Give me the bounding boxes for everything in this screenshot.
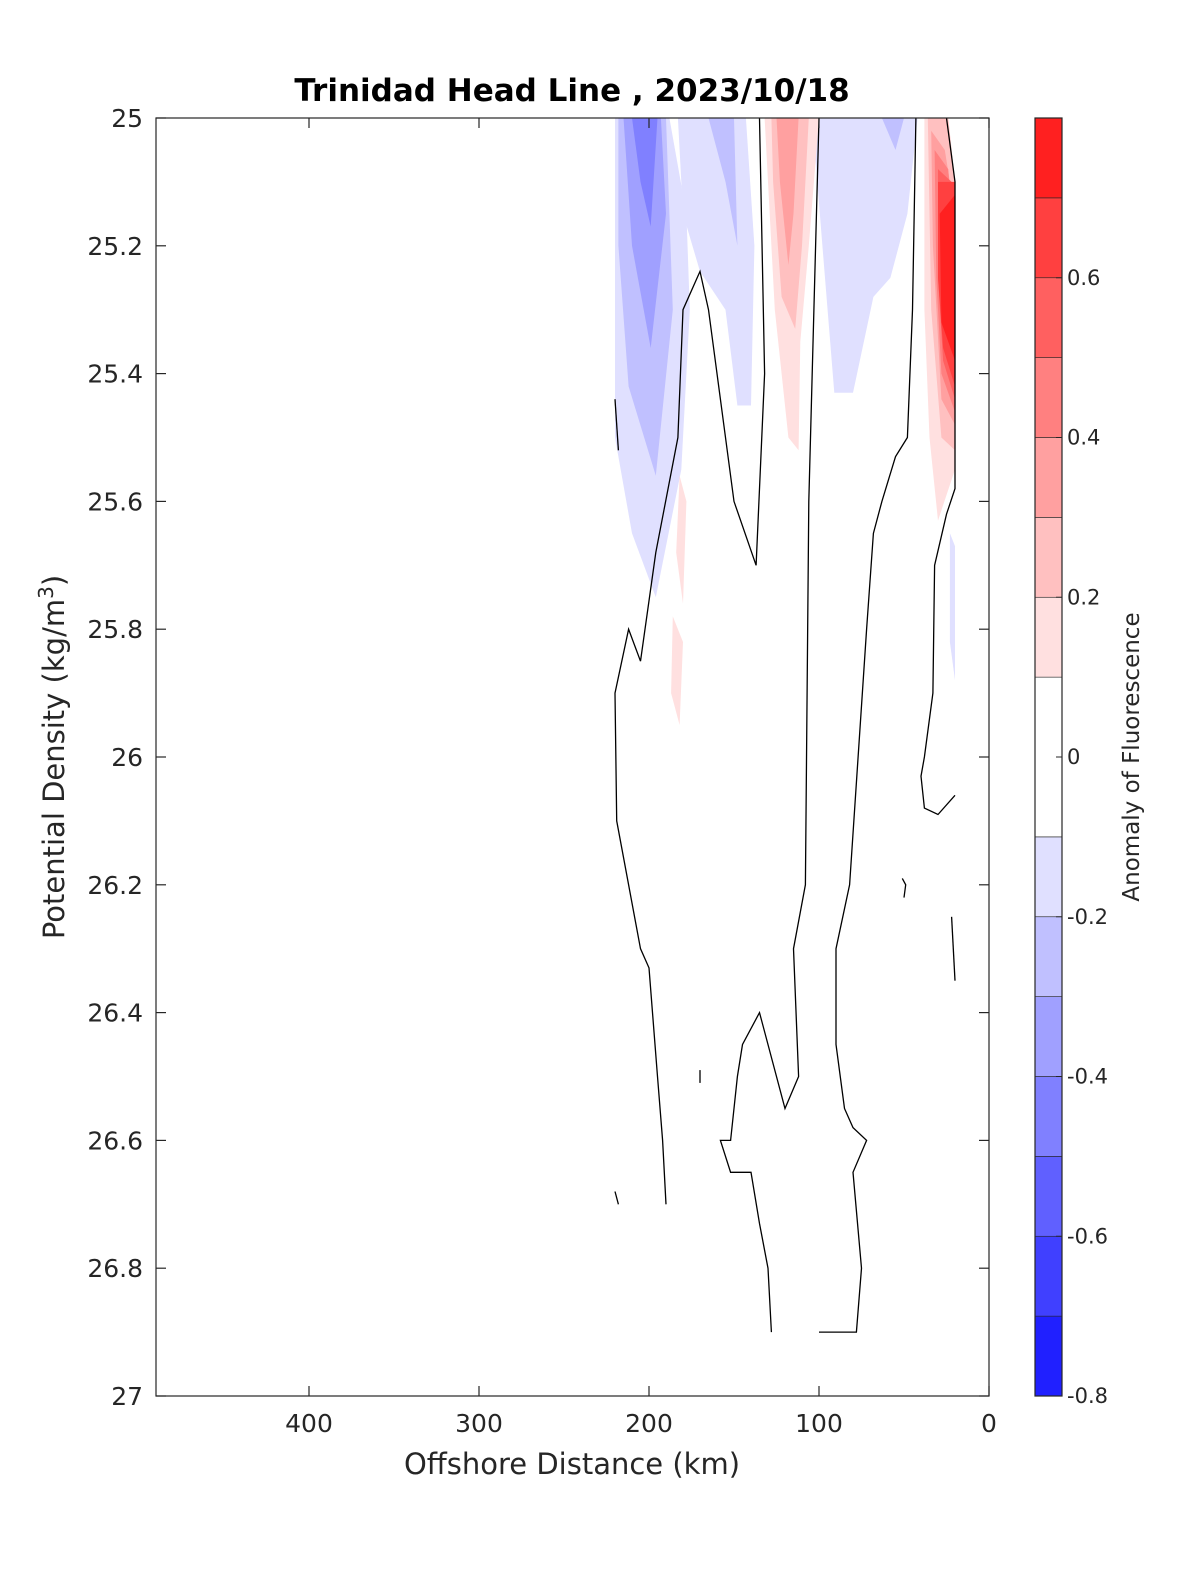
colorbar-band-7 (1034, 836, 1063, 918)
y-tick-label-8: 26.6 (87, 1126, 143, 1155)
colorbar-band-14 (1034, 197, 1063, 279)
filled-region-2 (812, 118, 918, 393)
colorbar-band-4 (1034, 1076, 1063, 1157)
colorbar-tick-label-6: 0.4 (1067, 426, 1100, 450)
colorbar-band-11 (1034, 437, 1063, 518)
zero-contour-3 (920, 118, 956, 816)
zero-contour-lines (614, 118, 956, 1333)
filled-region-5 (708, 118, 738, 246)
y-tick-label-2: 25.4 (87, 360, 143, 389)
y-tick-label-3: 25.6 (87, 487, 143, 516)
zero-contour-6 (614, 1191, 620, 1205)
filled-region-3 (949, 533, 955, 681)
x-tick-label-3: 100 (795, 1409, 843, 1438)
colorbar-band-6 (1034, 916, 1063, 997)
y-tick-label-9: 26.8 (87, 1254, 143, 1283)
y-axis-label-end: ) (37, 575, 71, 586)
colorbar-band-9 (1034, 596, 1063, 678)
y-tick-label-6: 26.2 (87, 871, 143, 900)
colorbar-band-3 (1034, 1156, 1063, 1237)
x-axis-ticks: 400 300 200 100 0 (285, 118, 997, 1438)
colorbar-band-15 (1034, 117, 1063, 199)
y-axis-label-main: Potential Density (kg/m (37, 599, 71, 939)
y-tick-label-1: 25.2 (87, 232, 143, 261)
filled-region-6 (881, 118, 904, 150)
y-tick-label-0: 25 (111, 104, 143, 133)
plot-area: 400 300 200 100 0 25 25.2 25.4 25.6 25.8 26 26.2 26… (87, 104, 997, 1438)
y-tick-label-5: 26 (111, 743, 143, 772)
colorbar-tick-label-1: -0.6 (1067, 1224, 1108, 1248)
x-axis-label: Offshore Distance (km) (404, 1447, 740, 1481)
zero-contour-5 (614, 399, 620, 451)
filled-region-15 (776, 118, 799, 265)
filled-region-11 (676, 475, 687, 604)
filled-region-8 (632, 118, 658, 227)
y-axis-label-superscript: 3 (34, 586, 58, 599)
colorbar-label: Anomaly of Fluorescence (1119, 612, 1145, 901)
zero-contour-4 (950, 916, 956, 981)
x-tick-label-1: 300 (455, 1409, 503, 1438)
zero-contour-1 (719, 118, 820, 1333)
x-tick-label-0: 400 (285, 1409, 333, 1438)
filled-region-7 (623, 118, 666, 348)
colorbar-band-13 (1034, 277, 1063, 358)
colorbar-band-12 (1034, 357, 1063, 438)
colorbar-band-5 (1034, 996, 1063, 1077)
y-tick-label-4: 25.8 (87, 615, 143, 644)
colorbar-tick-label-7: 0.6 (1067, 266, 1100, 290)
colorbar-tick-label-3: -0.2 (1067, 905, 1108, 929)
x-tick-label-4: 0 (981, 1409, 997, 1438)
colorbar-tick-label-0: -0.8 (1067, 1384, 1108, 1408)
chart-title: Trinidad Head Line , 2023/10/18 (294, 73, 849, 109)
colorbar-tick-label-2: -0.4 (1067, 1065, 1108, 1089)
colorbar-band-1 (1034, 1315, 1063, 1397)
colorbar-tick-label-5: 0.2 (1067, 585, 1100, 609)
y-tick-label-10: 27 (111, 1382, 143, 1411)
colorbar-band-2 (1034, 1235, 1063, 1317)
filled-region-20 (939, 194, 955, 361)
y-tick-label-7: 26.4 (87, 999, 143, 1028)
colorbar: -0.8 -0.6 -0.4 -0.2 0 0.2 0.4 0.6 Anomaly of Fl… (1034, 117, 1145, 1408)
filled-contours (615, 118, 955, 725)
filled-region-12 (671, 616, 683, 725)
zero-contour-7 (901, 878, 907, 898)
y-axis-ticks: 25 25.2 25.4 25.6 25.8 26 26.2 26.4 26.6 26.8 27 (87, 104, 989, 1411)
colorbar-tick-label-4: 0 (1067, 745, 1080, 769)
x-tick-label-2: 200 (625, 1409, 673, 1438)
zero-contour-2 (819, 118, 917, 1333)
y-axis-label: Potential Density (kg/m3) (34, 575, 71, 939)
colorbar-ticks: -0.8 -0.6 -0.4 -0.2 0 0.2 0.4 0.6 (1056, 266, 1108, 1408)
zero-contour-0 (614, 118, 766, 1205)
colorbar-band-10 (1034, 517, 1063, 598)
